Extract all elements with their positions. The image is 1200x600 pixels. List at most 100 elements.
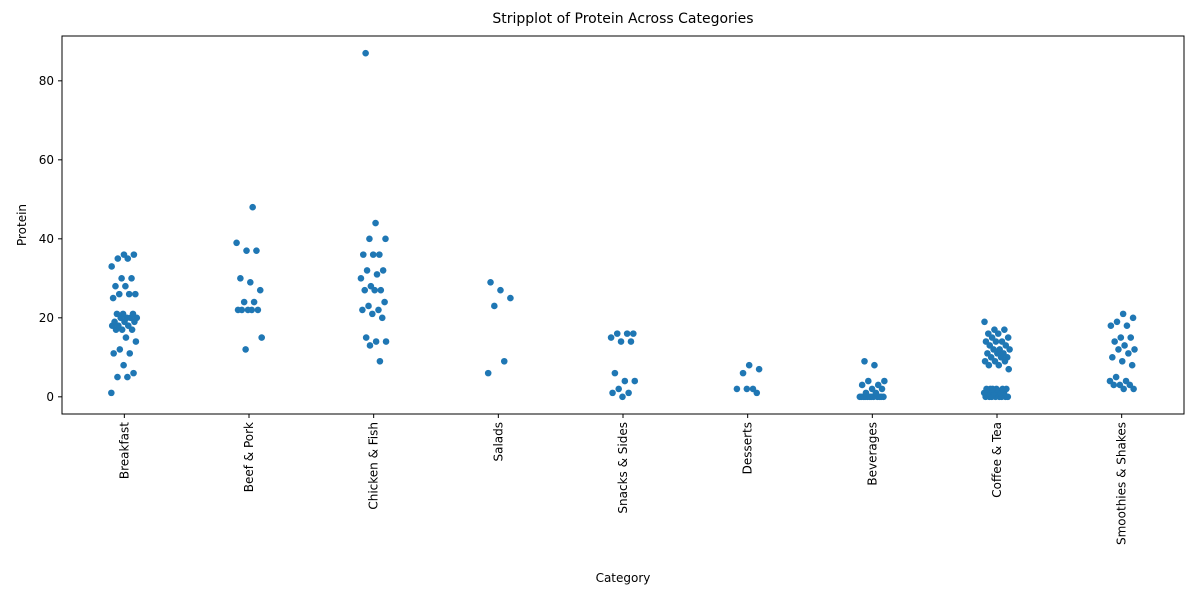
point bbox=[991, 326, 998, 333]
y-tick-label: 0 bbox=[46, 390, 54, 404]
point bbox=[1125, 350, 1132, 357]
point bbox=[250, 298, 258, 306]
point bbox=[130, 251, 138, 258]
point bbox=[242, 346, 249, 353]
point bbox=[861, 357, 868, 365]
point bbox=[114, 255, 122, 262]
point bbox=[382, 338, 390, 345]
point bbox=[366, 342, 374, 349]
point bbox=[613, 330, 621, 337]
point bbox=[1118, 357, 1126, 365]
point bbox=[122, 334, 130, 341]
point bbox=[372, 338, 380, 345]
point bbox=[357, 275, 365, 282]
point bbox=[365, 302, 372, 310]
point bbox=[868, 385, 876, 393]
point bbox=[362, 334, 370, 341]
point bbox=[376, 251, 383, 258]
point bbox=[739, 369, 747, 377]
point bbox=[116, 346, 124, 353]
point bbox=[377, 286, 385, 294]
point bbox=[755, 365, 763, 373]
point bbox=[379, 267, 387, 274]
point bbox=[621, 377, 629, 385]
point bbox=[1127, 334, 1135, 341]
point bbox=[373, 271, 381, 278]
point bbox=[132, 290, 139, 298]
point bbox=[233, 239, 240, 247]
point bbox=[983, 385, 990, 393]
point bbox=[1113, 318, 1121, 326]
point bbox=[125, 290, 133, 298]
point bbox=[491, 302, 498, 310]
point bbox=[118, 275, 125, 282]
point bbox=[999, 385, 1006, 393]
point bbox=[120, 361, 127, 369]
point bbox=[862, 389, 870, 397]
point bbox=[630, 330, 637, 337]
x-tick-label: Beef & Pork bbox=[242, 422, 256, 492]
point bbox=[113, 310, 121, 318]
point bbox=[359, 251, 367, 258]
point bbox=[998, 338, 1006, 345]
point bbox=[996, 346, 1003, 353]
y-tick-label: 80 bbox=[39, 74, 54, 88]
point bbox=[1115, 346, 1122, 353]
x-tick-label: Breakfast bbox=[117, 422, 131, 479]
point bbox=[243, 247, 250, 254]
y-tick-label: 40 bbox=[39, 232, 54, 246]
point bbox=[1123, 322, 1131, 330]
point bbox=[1128, 361, 1136, 369]
point bbox=[874, 381, 882, 389]
point bbox=[110, 350, 117, 357]
point bbox=[253, 247, 260, 254]
point bbox=[369, 310, 376, 318]
point bbox=[130, 369, 137, 377]
point bbox=[1111, 338, 1118, 345]
point bbox=[864, 377, 872, 385]
x-tick-label: Desserts bbox=[741, 422, 755, 474]
point bbox=[109, 294, 117, 302]
y-axis-label: Protein bbox=[15, 204, 29, 246]
point bbox=[607, 334, 615, 341]
point bbox=[623, 330, 631, 337]
point bbox=[119, 310, 127, 318]
point bbox=[1117, 334, 1125, 341]
point bbox=[1112, 373, 1120, 381]
point bbox=[500, 357, 508, 365]
x-tick-label: Salads bbox=[491, 422, 505, 462]
point bbox=[378, 314, 386, 322]
point bbox=[382, 235, 389, 243]
point bbox=[989, 385, 996, 393]
point bbox=[128, 275, 135, 282]
point bbox=[361, 286, 369, 294]
point bbox=[122, 282, 129, 290]
point bbox=[111, 318, 118, 326]
point bbox=[627, 338, 635, 345]
point bbox=[981, 357, 989, 365]
x-tick-label: Chicken & Fish bbox=[367, 422, 381, 510]
plot-frame bbox=[61, 35, 1185, 415]
point bbox=[984, 350, 991, 357]
point bbox=[240, 298, 248, 306]
point bbox=[132, 338, 140, 345]
point bbox=[1005, 365, 1013, 373]
point bbox=[372, 219, 379, 227]
point bbox=[858, 381, 866, 389]
point bbox=[256, 286, 264, 294]
point bbox=[126, 350, 134, 357]
y-tick-label: 60 bbox=[39, 153, 54, 167]
point bbox=[247, 278, 254, 286]
point bbox=[619, 393, 626, 401]
point bbox=[484, 369, 492, 377]
x-tick-label: Beverages bbox=[865, 422, 879, 486]
point bbox=[1109, 354, 1116, 361]
point bbox=[1106, 377, 1114, 385]
x-tick-label: Snacks & Sides bbox=[616, 422, 630, 514]
x-tick-label: Coffee & Tea bbox=[990, 422, 1004, 498]
point bbox=[1116, 381, 1124, 389]
point bbox=[497, 286, 504, 294]
point bbox=[120, 251, 128, 258]
point bbox=[617, 338, 625, 345]
point bbox=[237, 275, 244, 282]
